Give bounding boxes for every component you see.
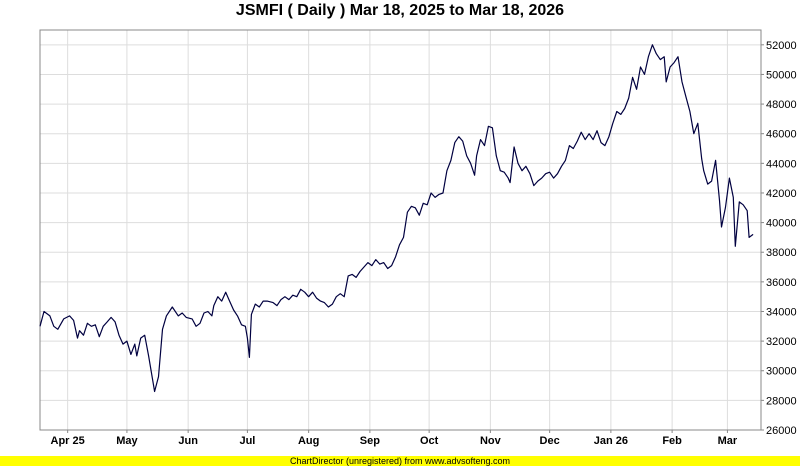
- x-axis: Apr 25 May Jun Jul Aug Sep Oct Nov Dec Jan 26 Feb M…: [51, 430, 738, 447]
- x-tick-label: Sep: [360, 435, 380, 447]
- y-tick-label: 30000: [766, 366, 797, 378]
- x-tick-label: Dec: [540, 435, 560, 447]
- x-tick-label: Aug: [298, 435, 319, 447]
- y-axis: 26000 28000 30000 32000 34000 36000 38000 40000…: [761, 40, 797, 437]
- plot-area-border: [39, 29, 762, 431]
- x-tick-label: Apr 25: [51, 435, 85, 447]
- footer-watermark: ChartDirector (unregistered) from www.ad…: [0, 456, 800, 466]
- x-tick-label: Jul: [239, 435, 255, 447]
- y-tick-label: 28000: [766, 395, 797, 407]
- y-tick-label: 26000: [766, 425, 797, 437]
- y-tick-label: 46000: [766, 129, 797, 141]
- y-tick-label: 38000: [766, 247, 797, 259]
- y-tick-label: 36000: [766, 277, 797, 289]
- y-tick-label: 52000: [766, 40, 797, 52]
- y-tick-label: 34000: [766, 306, 797, 318]
- y-tick-label: 40000: [766, 218, 797, 230]
- chart-title: JSMFI ( Daily ) Mar 18, 2025 to Mar 18, …: [235, 2, 565, 19]
- x-tick-label: Nov: [480, 435, 502, 447]
- y-tick-label: 50000: [766, 69, 797, 81]
- x-tick-label: May: [116, 435, 138, 447]
- y-tick-label: 32000: [766, 336, 797, 348]
- x-tick-label: Feb: [662, 435, 682, 447]
- x-tick-label: Mar: [718, 435, 738, 447]
- x-tick-label: Oct: [420, 435, 439, 447]
- series-line: [39, 44, 754, 393]
- y-tick-label: 42000: [766, 188, 797, 200]
- y-tick-label: 44000: [766, 158, 797, 170]
- y-tick-label: 48000: [766, 99, 797, 111]
- horizontal-gridlines: [40, 44, 761, 431]
- plot-area-background: [40, 30, 761, 430]
- vertical-gridlines: [67, 30, 728, 430]
- x-tick-label: Jan 26: [594, 435, 628, 447]
- x-tick-label: Jun: [178, 435, 198, 447]
